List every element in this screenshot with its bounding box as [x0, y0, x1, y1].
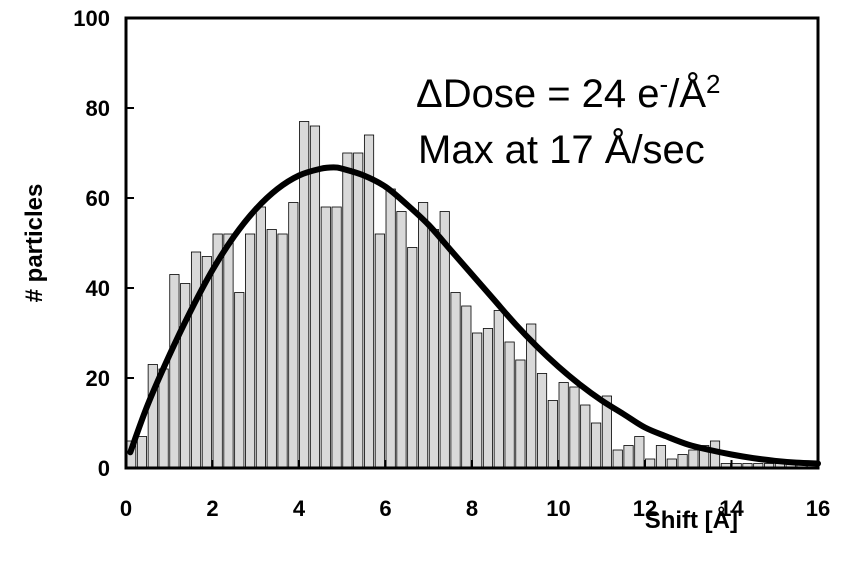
histogram-bar	[353, 152, 364, 469]
histogram-bar	[461, 305, 472, 469]
histogram-bar	[634, 436, 645, 469]
x-tick-label: 0	[120, 496, 132, 521]
histogram-bar	[580, 404, 591, 469]
histogram-bar	[407, 247, 418, 469]
histogram-bar	[266, 229, 277, 469]
y-axis-label: # particles	[21, 184, 48, 303]
x-tick-label: 10	[546, 496, 570, 521]
histogram-bar	[277, 233, 288, 469]
annotation-max: Max at 17 Å/sec	[418, 127, 705, 172]
histogram-bar	[331, 206, 342, 469]
y-axis-ticks: 0 20 40 60 80 100	[73, 6, 134, 481]
histogram-bar	[374, 233, 385, 469]
x-tick-label: 4	[293, 496, 306, 521]
histogram-bar	[472, 332, 483, 469]
histogram-bar	[158, 368, 169, 469]
x-tick-label: 12	[633, 496, 657, 521]
histogram-bar	[320, 206, 331, 469]
histogram-bar	[612, 449, 623, 469]
histogram-bar	[677, 454, 688, 469]
histogram-bar	[688, 449, 699, 469]
histogram-bar	[515, 359, 526, 469]
histogram-bar	[623, 445, 634, 469]
histogram-bars	[126, 121, 818, 469]
histogram-bar	[190, 251, 202, 469]
histogram-bar	[136, 436, 148, 469]
x-tick-label: 16	[806, 496, 830, 521]
y-tick-label: 20	[86, 366, 110, 391]
histogram-bar	[385, 188, 396, 469]
histogram-bar	[169, 274, 180, 469]
histogram-bar	[288, 202, 299, 469]
histogram-bar	[482, 328, 494, 469]
histogram-bar	[363, 134, 375, 469]
histogram-bar	[558, 382, 569, 469]
histogram-bar	[591, 422, 602, 469]
x-tick-label: 6	[379, 496, 391, 521]
histogram-bar	[418, 202, 429, 469]
histogram-bar	[234, 292, 245, 469]
y-tick-label: 80	[86, 96, 110, 121]
y-tick-label: 60	[86, 186, 110, 211]
histogram-bar	[309, 125, 321, 469]
histogram-bar	[493, 310, 504, 469]
histogram-bar	[536, 373, 548, 469]
fit-curve	[127, 164, 821, 467]
histogram-bar	[450, 292, 461, 469]
x-tick-label: 2	[206, 496, 218, 521]
histogram-bar	[428, 229, 439, 469]
histogram-bar	[569, 386, 580, 469]
x-axis-ticks: 0 2 4 6 8 10 12 14 16	[120, 460, 830, 521]
histogram-bar	[655, 445, 667, 469]
delta-symbol: Δ	[416, 72, 443, 116]
x-tick-label: 14	[719, 496, 744, 521]
y-tick-label: 0	[98, 456, 110, 481]
histogram-bar	[245, 233, 256, 469]
x-axis-label: Shift [Å]	[645, 506, 738, 534]
y-tick-label: 40	[86, 276, 110, 301]
histogram-bar	[547, 400, 558, 469]
x-tick-label: 8	[466, 496, 478, 521]
histogram-bar	[223, 233, 234, 469]
annotation-dose: ΔDose = 24 e-/Å2	[416, 69, 720, 116]
histogram-bar	[342, 152, 353, 469]
y-tick-label: 100	[73, 6, 110, 31]
histogram-bar	[396, 211, 407, 469]
histogram-bar	[255, 206, 266, 469]
histogram-bar	[504, 341, 515, 469]
